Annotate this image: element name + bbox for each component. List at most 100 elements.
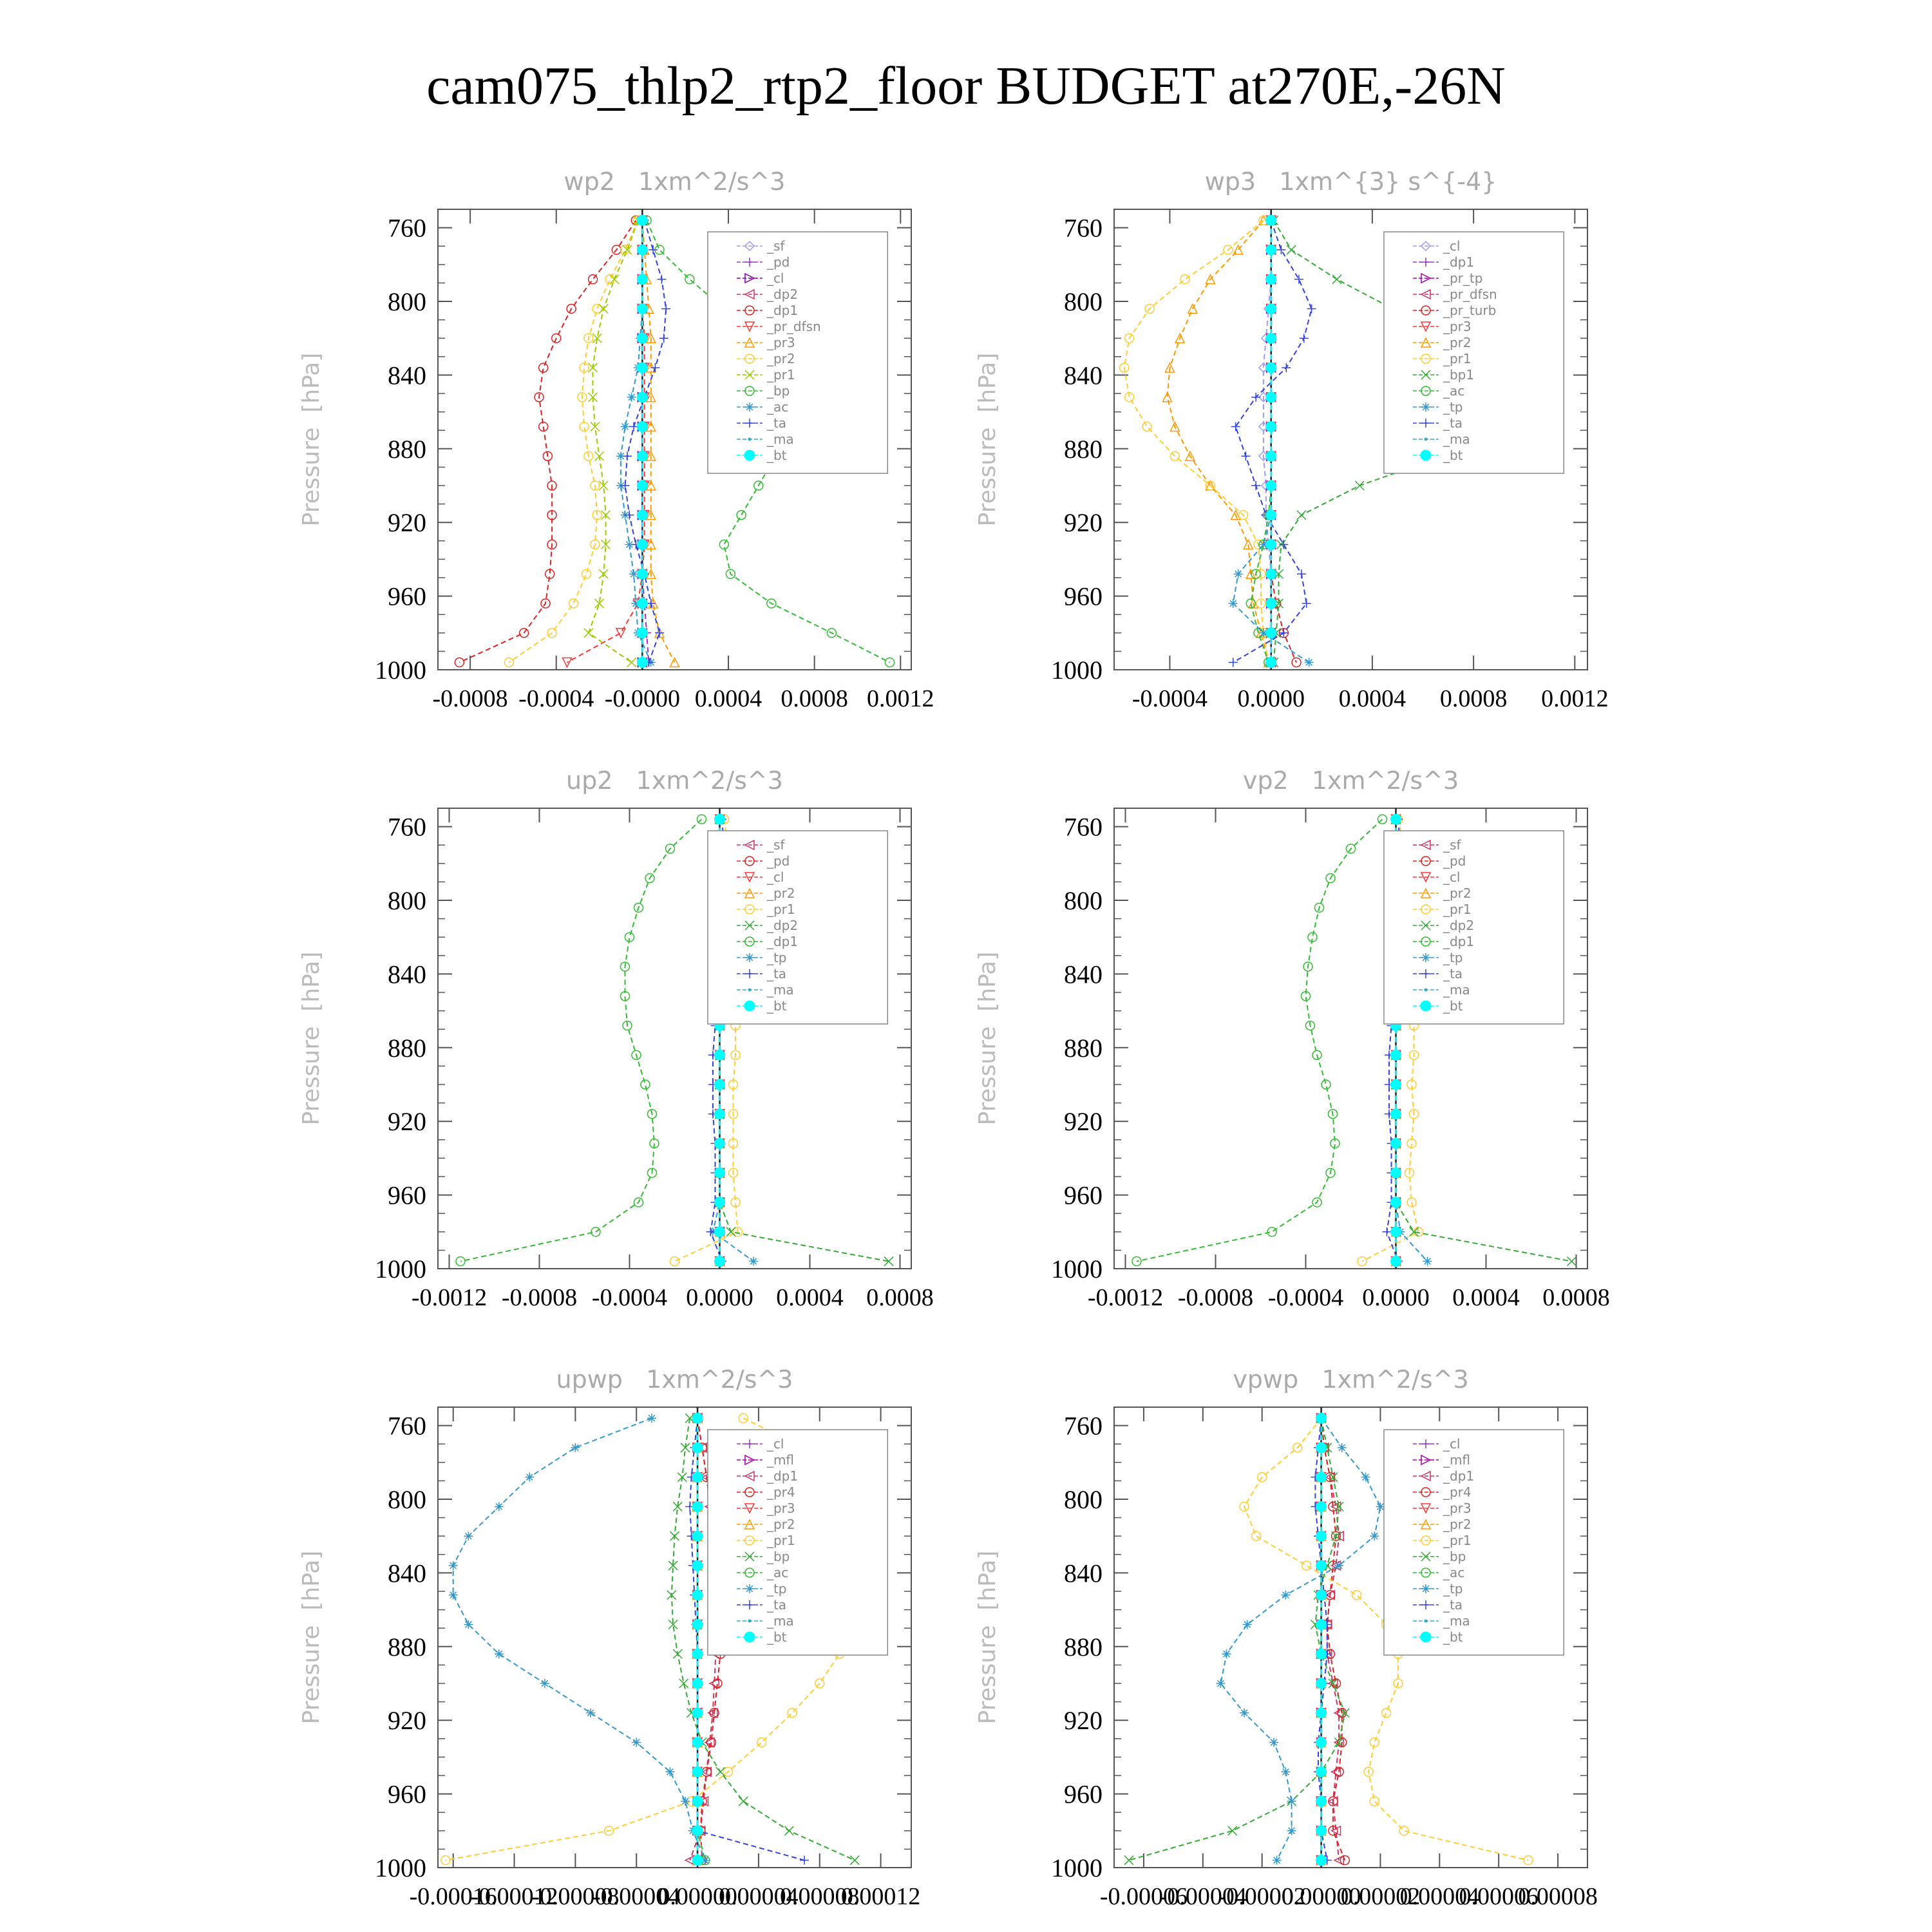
data-point <box>714 1197 725 1208</box>
data-point <box>636 509 648 521</box>
data-point <box>1406 1197 1417 1208</box>
data-point <box>579 421 589 432</box>
data-point <box>814 1678 825 1689</box>
x-tick-label: 0.0000 <box>1362 1284 1430 1311</box>
data-point <box>650 363 660 372</box>
data-point <box>1330 1766 1341 1777</box>
series-bt <box>636 214 648 668</box>
data-point <box>627 392 636 402</box>
data-point <box>645 421 656 432</box>
data-point <box>1333 1737 1344 1748</box>
x-tick-label: -0.00004 <box>1159 1883 1247 1910</box>
data-point <box>1316 1560 1327 1571</box>
data-point <box>692 1795 703 1807</box>
data-point <box>1408 1227 1419 1237</box>
x-tick-label: 0.0004 <box>1339 685 1406 712</box>
data-point <box>1265 362 1277 374</box>
legend-marker <box>744 1000 755 1012</box>
data-point <box>636 332 648 344</box>
legend-label: _pr2 <box>1443 335 1472 350</box>
data-point <box>609 274 620 285</box>
legend-label: _cl <box>1443 238 1461 254</box>
legend-marker <box>744 887 755 898</box>
data-point <box>714 1138 725 1150</box>
data-point <box>645 873 655 884</box>
data-point <box>448 1590 458 1600</box>
data-point <box>668 1560 678 1571</box>
legend-marker <box>1420 1519 1432 1530</box>
data-point <box>1390 1049 1401 1061</box>
legend-marker <box>744 1600 754 1609</box>
data-point <box>1265 509 1277 521</box>
x-tick-label: -0.0004 <box>1132 685 1208 712</box>
x-tick-label: 0.00008 <box>1518 1883 1598 1910</box>
legend-label: _pr2 <box>766 351 795 366</box>
data-point <box>1369 1796 1379 1806</box>
data-point <box>1328 1501 1338 1512</box>
data-point <box>766 598 777 609</box>
data-point <box>692 1472 703 1483</box>
data-point <box>1316 1501 1327 1512</box>
series-line <box>1320 1418 1346 1861</box>
data-point <box>1340 1708 1350 1718</box>
data-point <box>1300 990 1311 1001</box>
data-point <box>598 480 609 491</box>
legend-label: _dp1 <box>766 934 798 949</box>
data-point <box>440 1855 451 1866</box>
data-point <box>884 657 895 668</box>
data-point <box>1333 1530 1344 1542</box>
legend-label: _bp <box>1443 1549 1466 1564</box>
chart-title: wp2 1xm^2/s^3 <box>564 167 786 196</box>
x-tick-label: -0.0004 <box>592 1284 667 1311</box>
series-line <box>1314 1418 1328 1861</box>
legend-marker <box>1420 887 1432 898</box>
x-tick-label: -0.00012 <box>470 1883 558 1910</box>
data-point <box>655 628 665 638</box>
series-line <box>1123 220 1269 663</box>
legend-label: _cl <box>766 270 784 286</box>
legend: _sf_pd_cl_pr2_pr1_dp2_dp1_tp_ta_ma_bt <box>707 830 888 1025</box>
data-point <box>1233 244 1244 255</box>
legend-label: _ta <box>1443 415 1463 431</box>
data-point <box>708 1678 719 1689</box>
data-point <box>1124 333 1135 343</box>
data-point <box>1293 1443 1303 1453</box>
legend-label: _ma <box>1443 1613 1470 1629</box>
data-point <box>800 1855 810 1865</box>
data-point <box>547 480 557 491</box>
y-tick-label: 800 <box>388 287 426 316</box>
data-point <box>1265 392 1277 403</box>
legend-label: _ac <box>1443 1565 1464 1580</box>
y-tick-label: 920 <box>388 508 426 537</box>
data-point <box>1312 1197 1322 1208</box>
y-tick-label: 1000 <box>375 656 426 685</box>
x-tick-label: -0.00016 <box>410 1883 497 1910</box>
data-point <box>649 245 658 254</box>
data-point <box>647 1168 658 1179</box>
data-point <box>1132 1256 1142 1267</box>
y-tick-label: 840 <box>1064 1558 1103 1587</box>
legend-label: _ma <box>1443 431 1470 447</box>
data-point <box>1251 392 1261 402</box>
data-point <box>494 1649 504 1659</box>
y-tick-label: 800 <box>1064 1485 1103 1514</box>
data-point <box>1307 932 1318 942</box>
chart-title: wp3 1xm^{3} s^{-4} <box>1205 167 1497 196</box>
data-point <box>1331 1531 1341 1541</box>
chart-title: vp2 1xm^2/s^3 <box>1243 766 1459 795</box>
legend-marker <box>744 258 754 267</box>
legend-marker <box>1421 969 1430 978</box>
data-point <box>1265 568 1277 580</box>
data-point <box>669 656 680 668</box>
x-tick-label: 0.0012 <box>867 685 934 712</box>
data-point <box>1328 1678 1338 1689</box>
data-point <box>714 1226 725 1238</box>
data-point <box>1404 1168 1415 1179</box>
data-point <box>592 510 602 520</box>
data-point <box>1265 274 1277 285</box>
series-line <box>1262 220 1272 663</box>
legend-marker <box>744 1519 755 1530</box>
legend-marker <box>744 354 755 364</box>
y-tick-label: 1000 <box>1051 656 1103 685</box>
data-point <box>640 1079 650 1090</box>
